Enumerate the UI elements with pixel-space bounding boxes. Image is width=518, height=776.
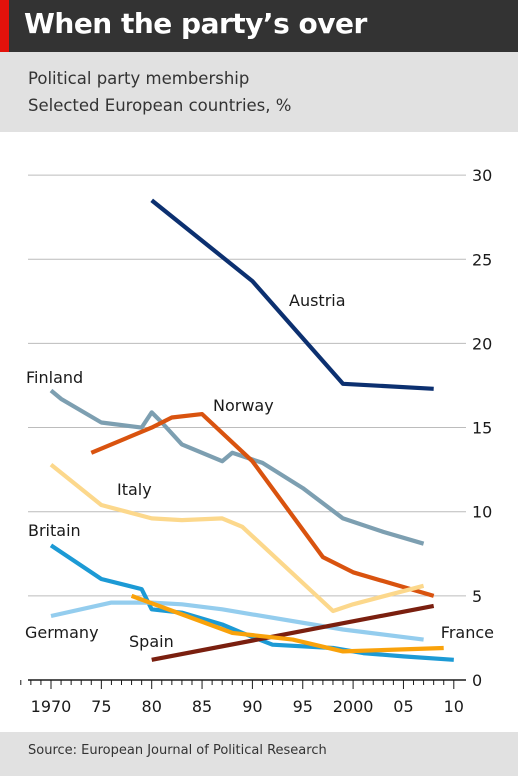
line-chart: Austria Finland Norway Italy Britain Germany S… xyxy=(20,166,494,716)
y-tick-label-30: 30 xyxy=(472,166,492,185)
series-line-austria xyxy=(150,198,434,391)
series-line-finland xyxy=(49,388,425,546)
y-tick-label-25: 25 xyxy=(472,250,492,269)
series-label-norway: Norway xyxy=(213,396,274,415)
x-tick-label-1985: 85 xyxy=(192,697,212,716)
x-tick-label-1975: 75 xyxy=(91,697,111,716)
accent-bar xyxy=(0,0,9,52)
series-labels: Austria Finland Norway Italy Britain Germany S… xyxy=(25,291,494,651)
header-bar xyxy=(0,0,518,52)
y-tick-label-5: 5 xyxy=(472,587,482,606)
grid-lines xyxy=(28,174,466,681)
x-axis xyxy=(20,680,455,689)
footer-panel xyxy=(0,732,518,776)
x-tick-label-2000: 2000 xyxy=(333,697,374,716)
series-label-germany: Germany xyxy=(25,623,99,642)
series-label-france: France xyxy=(441,623,494,642)
series-label-austria: Austria xyxy=(289,291,346,310)
y-axis-labels: 0 5 10 15 20 25 30 xyxy=(472,166,492,690)
x-tick-label-1970: 1970 xyxy=(31,697,72,716)
x-tick-label-1990: 90 xyxy=(242,697,262,716)
series-line-italy xyxy=(49,462,425,614)
chart-subtitle: Political party membership xyxy=(28,69,250,88)
chart-title: When the party’s over xyxy=(24,7,367,40)
y-tick-label-20: 20 xyxy=(472,334,492,353)
series-label-britain: Britain xyxy=(28,521,81,540)
y-tick-label-10: 10 xyxy=(472,503,492,522)
series-label-finland: Finland xyxy=(26,368,83,387)
x-tick-label-1980: 80 xyxy=(142,697,162,716)
y-tick-label-0: 0 xyxy=(472,671,482,690)
series-line-france xyxy=(130,593,444,654)
x-axis-labels: 1970 75 80 85 90 95 2000 05 10 xyxy=(31,697,464,716)
x-tick-label-1995: 95 xyxy=(293,697,313,716)
x-tick-label-2010: 10 xyxy=(444,697,464,716)
series-lines xyxy=(49,198,454,662)
y-tick-label-15: 15 xyxy=(472,419,492,438)
source-note: Source: European Journal of Political Re… xyxy=(28,743,327,758)
chart-subtitle-units: Selected European countries, % xyxy=(28,96,292,115)
series-line-norway xyxy=(90,412,435,598)
x-tick-label-2005: 05 xyxy=(393,697,413,716)
series-label-italy: Italy xyxy=(117,480,152,499)
series-label-spain: Spain xyxy=(129,632,174,651)
series-line-britain xyxy=(49,543,454,662)
series-line-spain xyxy=(151,603,435,662)
subtitle-panel xyxy=(0,52,518,132)
